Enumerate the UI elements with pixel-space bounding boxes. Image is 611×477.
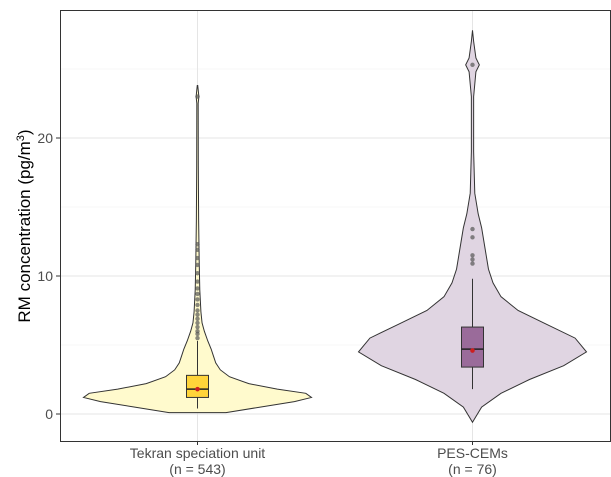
y-axis-title-superscript: 3	[15, 135, 27, 141]
outlier-point	[195, 329, 200, 334]
outlier-point	[195, 308, 200, 313]
x-tick-sample-size: (n = 76)	[448, 461, 497, 477]
x-tick-label: PES-CEMs	[437, 445, 508, 461]
outlier-point	[195, 320, 200, 326]
y-axis-title-close: )	[15, 129, 34, 135]
y-axis-title: RM concentration (pg/m3)	[15, 129, 34, 322]
y-axis: 0 10 20	[37, 130, 60, 422]
violin-group	[357, 30, 588, 424]
outlier-point	[470, 257, 475, 262]
outlier-point	[195, 247, 200, 252]
outlier-point	[470, 253, 475, 258]
x-axis: Tekran speciation unit(n = 543) PES-CEMs(…	[130, 441, 508, 477]
outlier-point	[195, 291, 200, 297]
outlier-point	[195, 316, 200, 321]
mean-point	[195, 386, 200, 392]
y-tick-label: 10	[37, 268, 53, 284]
outlier-point	[195, 324, 200, 330]
outlier-point	[195, 312, 200, 317]
outlier-point	[195, 302, 200, 308]
violin-shape	[357, 30, 588, 424]
outlier-point	[195, 335, 200, 341]
outlier-point	[195, 286, 200, 291]
outlier-point	[195, 255, 200, 261]
outlier-point	[470, 226, 475, 232]
outlier-point	[195, 271, 200, 276]
outlier-point	[195, 297, 200, 302]
outlier-point	[195, 242, 200, 247]
outlier-point	[195, 279, 200, 284]
mean-point	[470, 348, 475, 353]
y-tick-label: 20	[37, 130, 53, 146]
violin-group	[82, 85, 313, 414]
outlier-point	[470, 62, 475, 68]
box-iqr	[186, 374, 209, 398]
x-tick-label: Tekran speciation unit	[130, 445, 266, 461]
outlier-point	[195, 262, 200, 268]
y-tick-label: 0	[45, 406, 53, 422]
violin-layer	[82, 30, 588, 424]
outlier-point	[470, 235, 475, 240]
y-axis-title-main: RM concentration (pg/m	[15, 141, 34, 322]
x-tick-sample-size: (n = 543)	[169, 461, 225, 477]
outlier-point	[470, 261, 475, 266]
outlier-point	[195, 94, 200, 99]
box-iqr	[461, 326, 484, 368]
